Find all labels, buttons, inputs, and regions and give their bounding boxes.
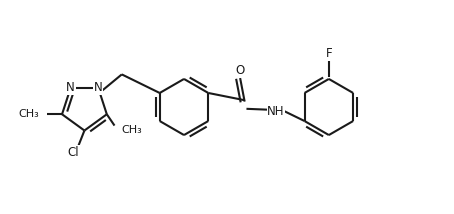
Text: N: N	[94, 82, 103, 94]
Text: CH₃: CH₃	[122, 125, 143, 135]
Text: F: F	[326, 47, 332, 60]
Text: NH: NH	[267, 105, 285, 118]
Text: CH₃: CH₃	[19, 109, 39, 119]
Text: N: N	[66, 82, 75, 94]
Text: Cl: Cl	[67, 146, 79, 159]
Text: O: O	[236, 64, 245, 77]
